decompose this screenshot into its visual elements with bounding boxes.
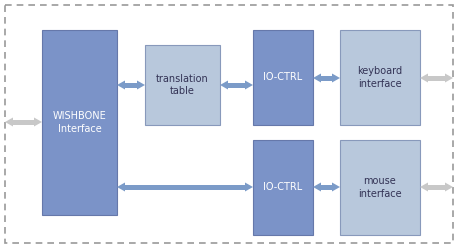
Polygon shape	[331, 74, 339, 82]
Bar	[125, 184, 245, 190]
Polygon shape	[5, 118, 13, 126]
Polygon shape	[219, 80, 228, 90]
Polygon shape	[312, 74, 320, 82]
Text: WISHBONE
Interface: WISHBONE Interface	[52, 111, 106, 134]
Bar	[125, 82, 137, 87]
Text: keyboard
interface: keyboard interface	[357, 66, 402, 89]
Polygon shape	[117, 80, 125, 90]
Polygon shape	[444, 74, 452, 82]
Text: IO-CTRL: IO-CTRL	[263, 72, 302, 83]
Text: IO-CTRL: IO-CTRL	[263, 182, 302, 192]
Bar	[427, 76, 444, 80]
Text: translation
table: translation table	[156, 74, 208, 96]
Polygon shape	[312, 182, 320, 192]
Polygon shape	[34, 118, 42, 126]
Bar	[252, 30, 312, 125]
Polygon shape	[331, 182, 339, 192]
Polygon shape	[419, 74, 427, 82]
Polygon shape	[117, 182, 125, 192]
Bar	[339, 140, 419, 235]
Bar	[427, 184, 444, 190]
Bar	[42, 30, 117, 215]
Text: mouse
interface: mouse interface	[358, 176, 401, 199]
Bar	[252, 140, 312, 235]
Bar	[13, 120, 34, 124]
Bar	[228, 82, 245, 87]
Polygon shape	[444, 182, 452, 192]
Bar	[339, 30, 419, 125]
Polygon shape	[245, 80, 252, 90]
Polygon shape	[137, 80, 145, 90]
Bar	[320, 76, 331, 80]
Bar	[320, 184, 331, 190]
Bar	[145, 45, 219, 125]
Polygon shape	[245, 182, 252, 192]
Polygon shape	[419, 182, 427, 192]
